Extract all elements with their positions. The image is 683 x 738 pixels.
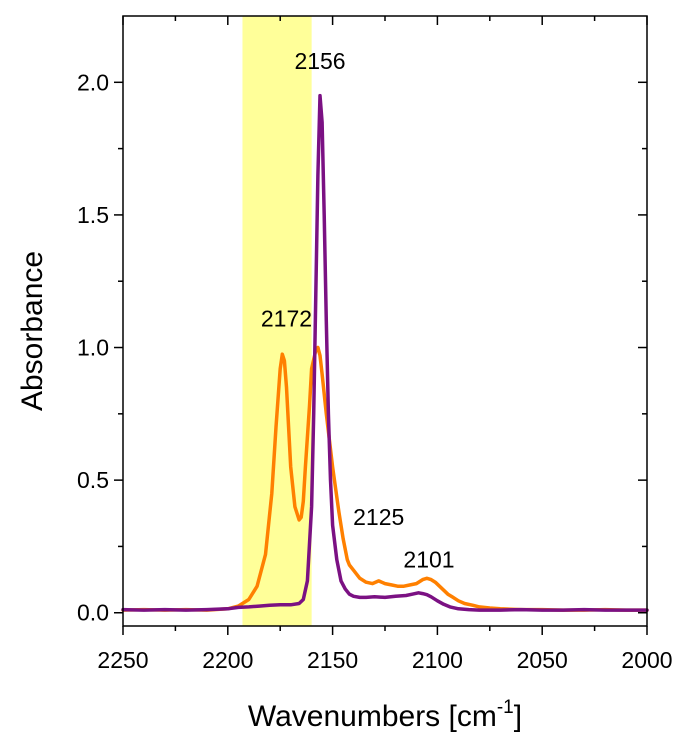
x-tick-label: 2050 <box>517 647 568 673</box>
y-tick-label: 0.5 <box>77 467 109 493</box>
x-tick-label: 2100 <box>412 647 463 673</box>
annotation-layer: 2156 2172 2125 2101 <box>261 48 455 573</box>
peak-label: 2156 <box>294 48 345 74</box>
plot-frame <box>122 15 648 627</box>
highlight-band-layer <box>242 16 312 626</box>
series-line-1 <box>121 345 649 612</box>
tick-layer: 2250 2200 2150 2100 2050 2000 0.0 0.5 1.0 1.5 2.0 <box>77 16 673 673</box>
peak-label: 2101 <box>403 547 454 573</box>
x-tick-label: 2000 <box>621 647 672 673</box>
peak-label: 2125 <box>353 504 404 530</box>
y-tick-label: 0.0 <box>77 600 109 626</box>
series-line-2 <box>121 93 649 612</box>
highlight-band <box>242 16 312 626</box>
series-layer <box>121 93 649 612</box>
y-tick-label: 2.0 <box>77 69 109 95</box>
peak-label: 2172 <box>261 305 312 331</box>
y-tick-label: 1.0 <box>77 335 109 361</box>
x-tick-label: 2200 <box>202 647 253 673</box>
y-tick-label: 1.5 <box>77 202 109 228</box>
x-tick-label: 2150 <box>307 647 358 673</box>
y-axis-title: Absorbance <box>16 251 49 411</box>
x-tick-label: 2250 <box>97 647 148 673</box>
x-axis-title: Wavenumbers [cm-1] <box>248 697 522 733</box>
